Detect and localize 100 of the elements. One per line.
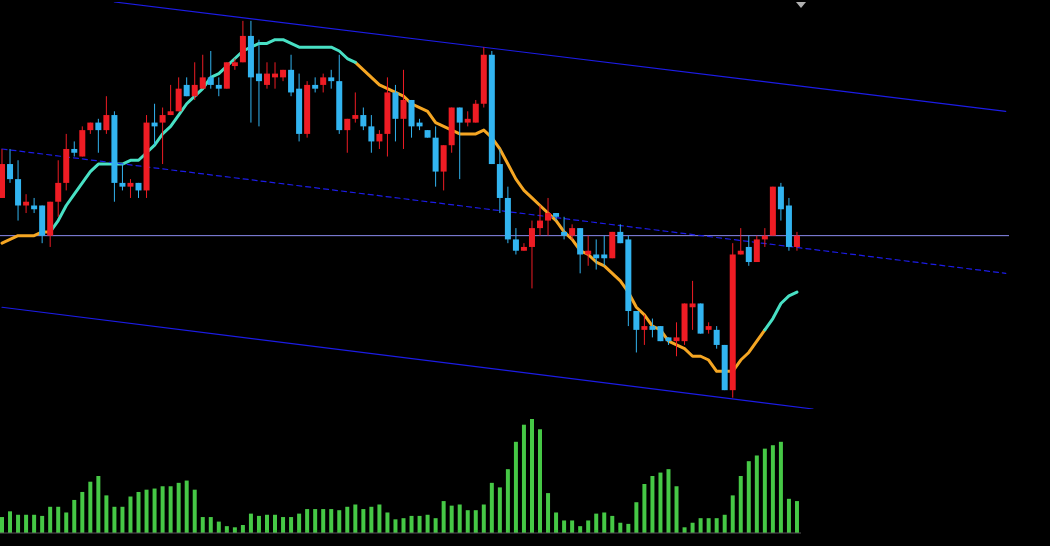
bar <box>288 517 293 533</box>
candlestick <box>600 235 607 267</box>
bar <box>160 486 165 533</box>
bar <box>409 515 414 533</box>
candlestick <box>359 107 366 131</box>
candlestick <box>375 129 382 150</box>
bar <box>264 514 269 533</box>
candlestick <box>640 314 647 346</box>
candlestick <box>592 238 599 271</box>
bar <box>754 455 759 533</box>
bar <box>384 512 389 533</box>
bar <box>433 518 438 533</box>
candlestick <box>552 212 559 222</box>
bar <box>336 510 341 533</box>
bar <box>168 486 173 533</box>
candlestick <box>632 310 639 353</box>
bar <box>55 506 60 533</box>
candlestick <box>528 220 535 289</box>
bar <box>609 515 614 533</box>
bar <box>63 512 68 533</box>
bar <box>698 518 703 533</box>
candlestick <box>287 54 294 97</box>
candlestick <box>215 76 222 97</box>
candlestick <box>367 114 374 154</box>
candlestick <box>94 118 101 154</box>
bar <box>529 419 534 533</box>
candlestick <box>319 73 326 93</box>
bar <box>312 509 317 533</box>
bar <box>360 509 365 533</box>
bar <box>248 513 253 533</box>
bar <box>119 506 124 533</box>
bar <box>441 501 446 533</box>
bar <box>127 496 132 533</box>
bar <box>641 483 646 533</box>
candlestick <box>327 69 334 90</box>
candlestick <box>472 99 479 124</box>
bar <box>344 506 349 533</box>
bar <box>601 512 606 533</box>
candlestick <box>159 107 166 165</box>
bar <box>136 491 141 533</box>
candlestick <box>207 50 214 90</box>
bar <box>200 517 205 533</box>
bar <box>449 505 454 533</box>
bar <box>545 493 550 533</box>
bar <box>585 520 590 533</box>
candlestick <box>689 280 696 331</box>
bar <box>425 514 430 533</box>
candlestick <box>777 182 784 222</box>
candlestick <box>648 318 655 338</box>
bar <box>47 506 52 533</box>
bar <box>31 514 36 533</box>
bar <box>569 520 574 533</box>
candlestick <box>544 197 551 237</box>
bar <box>352 504 357 533</box>
bar <box>401 518 405 533</box>
bar <box>280 517 285 533</box>
bar <box>368 506 373 533</box>
bar <box>481 504 486 533</box>
bar <box>746 461 751 533</box>
bar <box>786 498 791 533</box>
bar <box>457 504 462 533</box>
bar <box>674 486 679 533</box>
candlestick <box>520 242 527 252</box>
bar <box>417 515 422 533</box>
candlestick <box>512 227 519 255</box>
bar <box>633 502 638 533</box>
bar <box>593 513 598 533</box>
bar <box>762 448 767 533</box>
candlestick <box>263 61 270 90</box>
bar <box>376 504 381 533</box>
candlestick <box>191 61 198 101</box>
bar <box>505 469 510 533</box>
bar <box>521 424 526 533</box>
candlestick <box>54 159 61 218</box>
candlestick <box>22 193 29 214</box>
candlestick <box>167 84 174 116</box>
bar <box>192 489 197 533</box>
bar <box>256 515 261 533</box>
candlestick <box>673 321 680 357</box>
bar <box>537 429 542 533</box>
candlestick <box>536 205 543 237</box>
bar <box>770 445 775 533</box>
bar <box>79 491 84 533</box>
candlestick <box>199 54 206 90</box>
bar <box>39 515 44 533</box>
bar <box>778 441 783 533</box>
bar <box>23 514 28 533</box>
bar <box>794 501 799 533</box>
bar <box>392 519 397 533</box>
bar <box>513 441 518 533</box>
bar <box>473 510 478 533</box>
bar <box>649 476 654 533</box>
bar <box>87 481 92 533</box>
bar <box>152 488 157 533</box>
bar <box>111 506 116 533</box>
bar <box>553 512 558 533</box>
candlestick <box>793 231 800 252</box>
bar <box>95 476 100 533</box>
candlestick <box>231 58 238 71</box>
bar <box>176 482 181 533</box>
